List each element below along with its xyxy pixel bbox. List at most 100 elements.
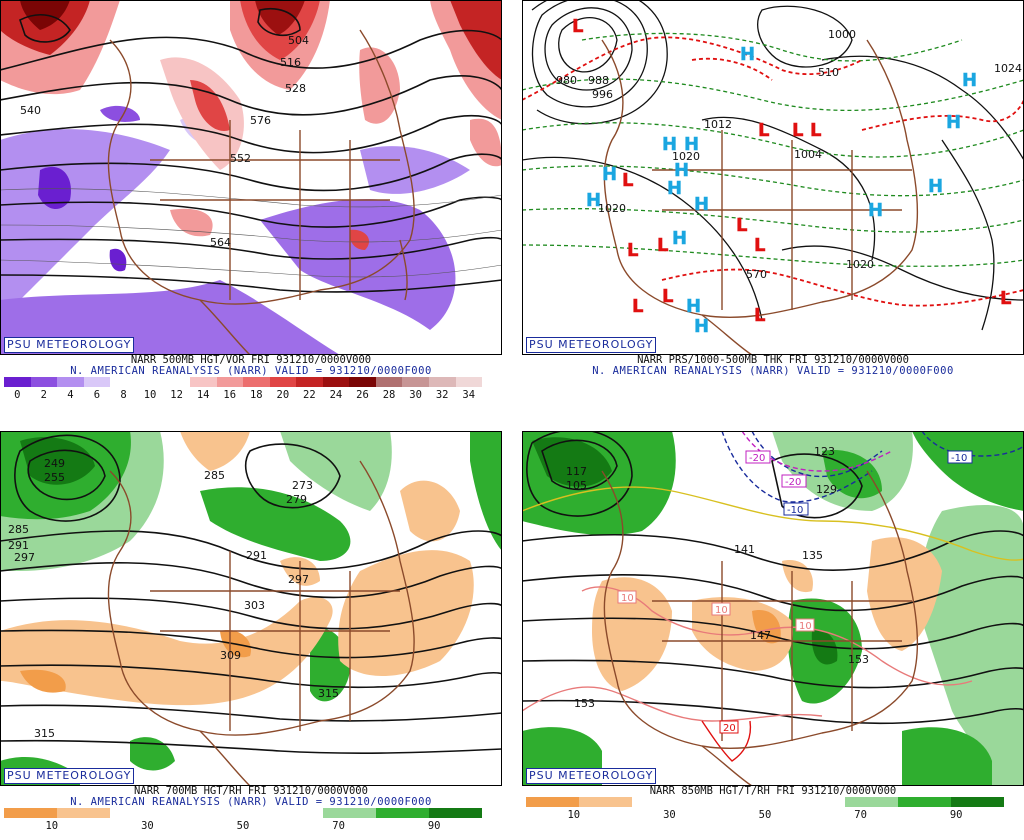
contour-label: 1000 [828,28,856,41]
contour-label: 153 [848,653,869,666]
contour-label: 147 [750,629,771,642]
legend-label: 12 [170,389,183,401]
legend-label: 30 [409,389,422,401]
temp-label: 10 [715,605,728,616]
legend-label: 24 [329,389,343,401]
contour-label: 516 [280,56,301,69]
low-pressure-icon: L [736,215,747,236]
map-850mb-svg: 123 129 135 141 147 153 153 117 105 -20 … [522,431,1024,786]
legend-label: 22 [303,389,316,401]
contour-label: 1020 [672,150,700,163]
high-pressure-icon: H [928,176,943,197]
contour-label: 279 [286,493,307,506]
panel-caption-title: NARR 700MB HGT/RH FRI 931210/0000V000 [134,785,368,797]
legend-swatch [349,377,376,387]
high-pressure-icon: H [667,178,682,199]
high-pressure-icon: H [684,134,699,155]
low-pressure-icon: L [792,120,803,141]
contour-label: 576 [250,114,271,127]
legend-swatch [632,797,686,807]
panel-caption-title: NARR PRS/1000-500MB THK FRI 931210/0000V… [637,354,909,366]
contour-label: 1012 [704,118,732,131]
contour-label: 564 [210,236,231,249]
low-pressure-icon: L [657,235,668,256]
legend-swatch [455,377,483,387]
legend-swatch [57,377,84,387]
legend-label: 8 [120,389,127,401]
legend-label: 26 [356,389,369,401]
legend-swatch [428,808,482,818]
legend-swatch [402,377,429,387]
color-legend-bar [4,377,483,387]
legend-swatch [375,377,403,387]
contour-label: 273 [292,479,313,492]
legend-swatch [375,808,429,818]
contour-label: 315 [34,727,55,740]
panel-caption-valid: N. AMERICAN REANALYSIS (NARR) VALID = 93… [70,365,432,377]
panel-500mb-hgt-vor: 504 516 528 540 552 564 576 PSU METEOROL… [0,0,502,409]
map-850mb: 123 129 135 141 147 153 153 117 105 -20 … [522,431,1024,786]
high-pressure-icon: H [694,316,709,337]
legend-label: 18 [249,389,263,401]
temp-label: 20 [723,723,736,734]
legend-swatch [738,797,792,807]
contour-label: 988 [588,74,609,87]
legend-swatch [216,808,270,818]
high-pressure-icon: H [868,200,883,221]
legend-label: 90 [949,809,963,821]
contour-label: 1024 [994,62,1022,75]
color-legend-labels: 10 30 50 70 90 [4,820,482,832]
high-pressure-icon: H [602,164,617,185]
legend-swatch [4,377,31,387]
high-pressure-icon: H [672,228,687,249]
legend-label: 0 [14,389,21,401]
legend-swatch [296,377,323,387]
contour-label: 309 [220,649,241,662]
legend-swatch [322,377,350,387]
color-legend-labels: 0 2 4 6 8 10 12 14 16 18 20 22 24 26 28 30 32 34 [4,389,482,401]
contour-label: 303 [244,599,265,612]
map-prs-thk: L L L L L L L L L L L L L H H H H H H [522,0,1024,355]
legend-label: 50 [758,809,772,821]
contour-label: 297 [14,551,35,564]
legend-label: 4 [67,389,74,401]
contour-label: 153 [574,697,595,710]
temp-label: -10 [951,453,967,464]
contour-label: 570 [746,268,767,281]
contour-label: 285 [8,523,29,536]
high-pressure-icon: H [686,296,701,317]
map-500mb: 504 516 528 540 552 564 576 PSU METEOROL… [0,0,502,355]
high-pressure-icon: H [694,194,709,215]
contour-label: 291 [8,539,29,552]
legend-label: 70 [854,809,867,821]
contour-label: 540 [20,104,41,117]
legend-swatch [269,377,297,387]
high-pressure-icon: H [662,134,677,155]
contour-label: 996 [592,88,613,101]
legend-swatch [526,797,580,807]
legend-label: 10 [45,820,59,832]
high-pressure-icon: H [674,160,689,181]
legend-swatch [322,808,376,818]
contour-label: 285 [204,469,225,482]
psu-watermark: PSU METEOROLOGY [4,768,135,784]
map-500mb-svg: 504 516 528 540 552 564 576 [0,0,502,355]
legend-label: 32 [435,389,449,401]
contour-label: 528 [285,82,306,95]
panel-caption-title: NARR 850MB HGT/T/RH FRI 931210/0000V000 [649,785,897,797]
panel-850mb-hgt-t-rh: 123 129 135 141 147 153 153 117 105 -20 … [522,431,1024,840]
legend-swatch [163,377,190,387]
contour-label: 510 [818,66,839,79]
legend-swatch [30,377,58,387]
legend-swatch [685,797,739,807]
low-pressure-icon: L [622,170,633,191]
temp-label: -20 [785,477,801,488]
map-700mb-svg: 285 273 279 291 297 303 309 315 315 285 … [0,431,502,786]
low-pressure-icon: L [758,120,769,141]
contour-label: 1020 [598,202,626,215]
legend-label: 10 [143,389,157,401]
panel-700mb-hgt-rh: 285 273 279 291 297 303 309 315 315 285 … [0,431,502,840]
temp-label: -10 [787,505,803,516]
legend-label: 34 [462,389,476,401]
contour-label: 129 [816,483,837,496]
